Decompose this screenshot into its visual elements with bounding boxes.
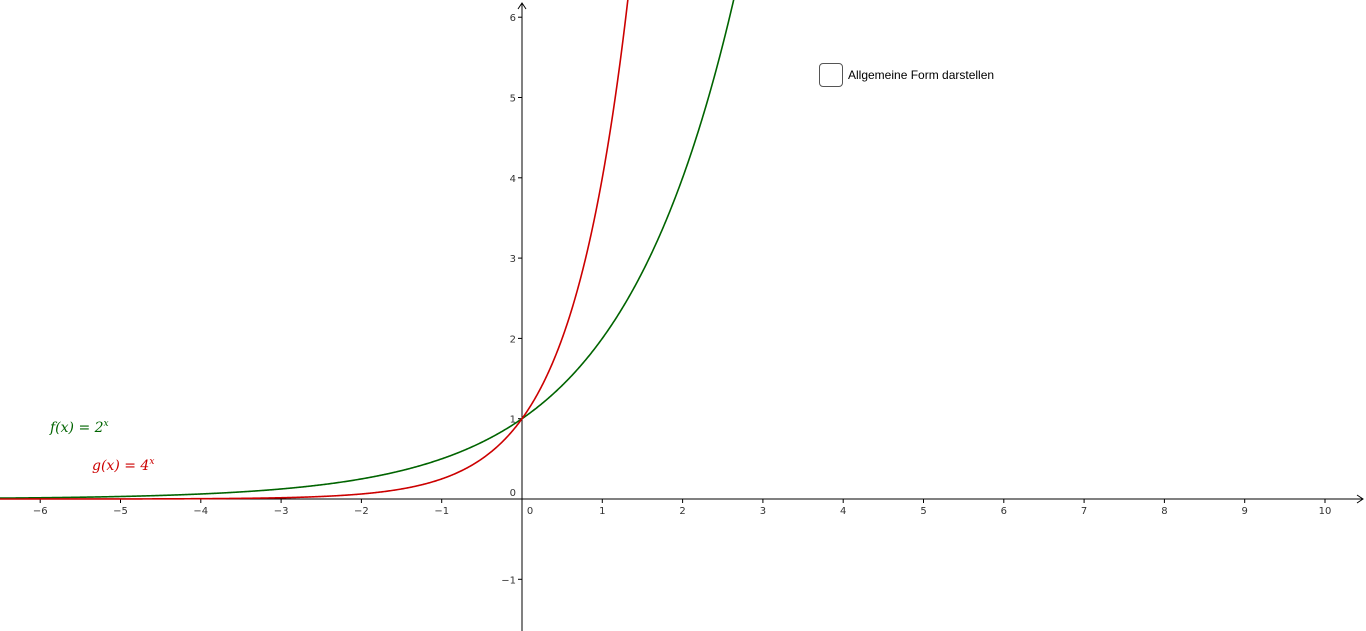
x-axis-arrow xyxy=(1356,494,1364,504)
g-label: g(x) = 4x xyxy=(92,457,154,474)
x-tick-label: −1 xyxy=(434,506,449,517)
curve-f xyxy=(0,0,735,499)
y-tick-label: 4 xyxy=(510,174,516,185)
x-tick-label: 7 xyxy=(1081,506,1087,517)
x-tick-label: −2 xyxy=(354,506,369,517)
origin-y-label: 0 xyxy=(510,488,516,499)
x-tick-label: 3 xyxy=(760,506,766,517)
y-tick-label: 5 xyxy=(510,94,516,105)
general-form-toggle[interactable]: Allgemeine Form darstellen xyxy=(819,63,994,87)
x-tick-label: 10 xyxy=(1319,506,1332,517)
curve-g xyxy=(0,0,629,500)
x-tick-label: 6 xyxy=(1001,506,1007,517)
general-form-checkbox-label: Allgemeine Form darstellen xyxy=(848,68,995,82)
origin-x-label: 0 xyxy=(527,506,533,517)
y-axis-arrow xyxy=(517,2,527,10)
x-tick-label: 8 xyxy=(1161,506,1167,517)
y-tick-label: 3 xyxy=(510,254,516,265)
x-tick-label: −4 xyxy=(193,506,208,517)
general-form-checkbox[interactable] xyxy=(819,63,843,87)
x-tick-label: 5 xyxy=(920,506,926,517)
ticks: −6 −5 −4 −3 −2 −1 1 2 3 4 5 6 7 8 9 10 −1 1 2 3 4 5 6 00 xyxy=(33,13,1332,586)
y-tick-label: 6 xyxy=(510,13,516,24)
x-tick-label: 1 xyxy=(599,506,605,517)
function-labels: f(x) = 2x g(x) = 4x xyxy=(49,419,154,474)
curves xyxy=(0,0,735,500)
y-tick-label: 1 xyxy=(510,415,516,426)
x-tick-label: −6 xyxy=(33,506,48,517)
x-tick-label: 9 xyxy=(1242,506,1248,517)
f-label: f(x) = 2x xyxy=(49,419,109,436)
x-tick-label: 4 xyxy=(840,506,846,517)
y-tick-label: −1 xyxy=(501,575,516,586)
x-tick-label: −5 xyxy=(113,506,128,517)
y-tick-label: 2 xyxy=(510,334,516,345)
x-tick-label: 2 xyxy=(679,506,685,517)
x-tick-label: −3 xyxy=(274,506,289,517)
